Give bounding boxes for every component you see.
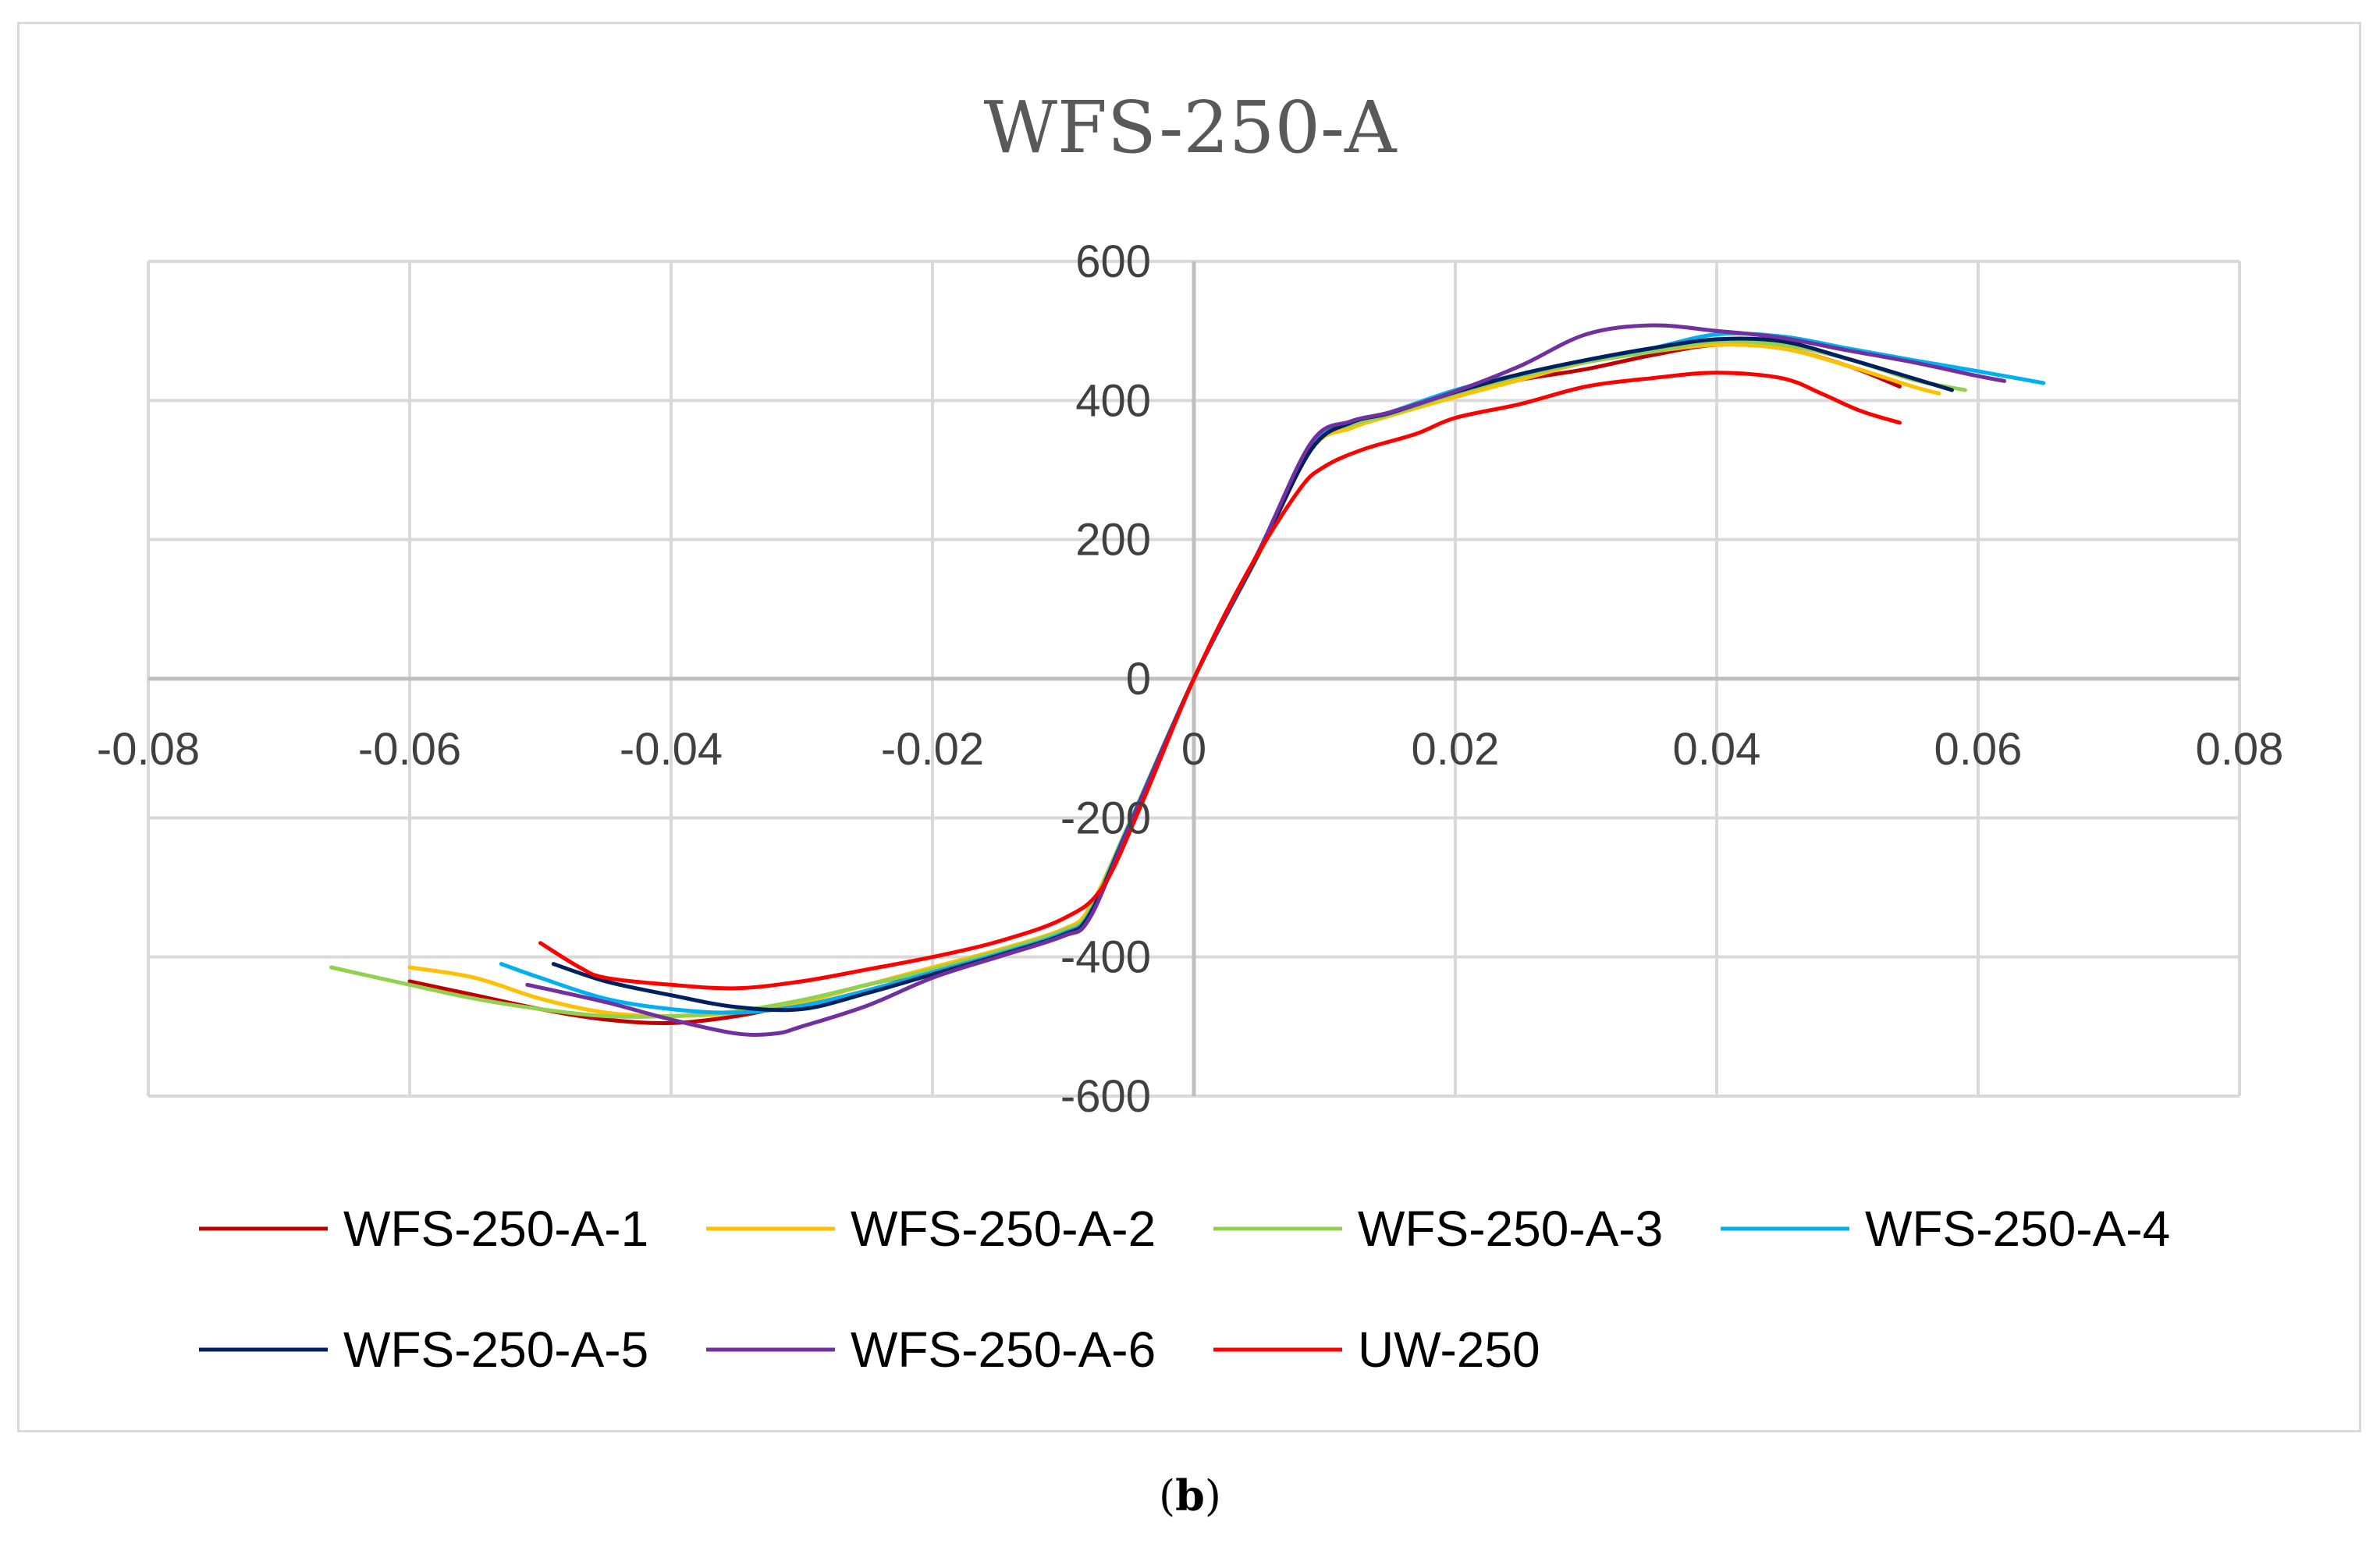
legend-label: UW-250: [1358, 1322, 1540, 1378]
legend-label: WFS-250-A-2: [851, 1201, 1156, 1257]
x-tick-label: 0.04: [1673, 724, 1761, 775]
legend-label: WFS-250-A-3: [1358, 1201, 1663, 1257]
y-tick-label: 0: [1126, 654, 1151, 704]
x-tick-label: -0.02: [881, 724, 984, 775]
legend-label: WFS-250-A-6: [851, 1322, 1156, 1378]
legend-label: WFS-250-A-1: [343, 1201, 648, 1257]
series-line-wfs-250-a-5: [551, 336, 1954, 1013]
legend-label: WFS-250-A-5: [343, 1322, 648, 1378]
caption-close: ): [1204, 1471, 1221, 1520]
y-tick-label: 200: [1075, 515, 1151, 566]
y-tick-label: -600: [1060, 1071, 1151, 1122]
x-tick-label: 0.08: [2196, 724, 2284, 775]
x-tick-label: 0.02: [1412, 724, 1500, 775]
chart-frame: [17, 22, 2361, 1432]
legend: WFS-250-A-1 WFS-250-A-2 WFS-250-A-3 WFS-250…: [199, 1201, 2170, 1378]
y-tick-label: -400: [1060, 932, 1151, 983]
y-tick-label: 600: [1075, 236, 1151, 287]
legend-label: WFS-250-A-4: [1865, 1201, 2170, 1257]
x-tick-label: 0.06: [1934, 724, 2023, 775]
x-tick-label: -0.04: [620, 724, 723, 775]
y-tick-label: -200: [1060, 793, 1151, 843]
series-line-uw-250: [538, 371, 1902, 991]
caption-open: (: [1159, 1471, 1176, 1520]
tick-labels: -0.08 -0.06 -0.04 -0.02 0 0.02 0.04 0.06 0.08 600…: [97, 236, 2284, 1122]
y-tick-label: 400: [1075, 375, 1151, 426]
x-tick-label: 0: [1181, 724, 1206, 775]
series-lines: [329, 323, 2046, 1037]
caption-label: b: [1175, 1471, 1205, 1520]
figure-caption: (b): [0, 1471, 2380, 1520]
x-tick-label: -0.06: [358, 724, 461, 775]
chart-title: WFS-250-A: [984, 86, 1398, 169]
series-line-wfs-250-a-1: [407, 342, 1902, 1026]
x-tick-label: -0.08: [97, 724, 200, 775]
series-line-wfs-250-a-4: [499, 332, 2046, 1015]
